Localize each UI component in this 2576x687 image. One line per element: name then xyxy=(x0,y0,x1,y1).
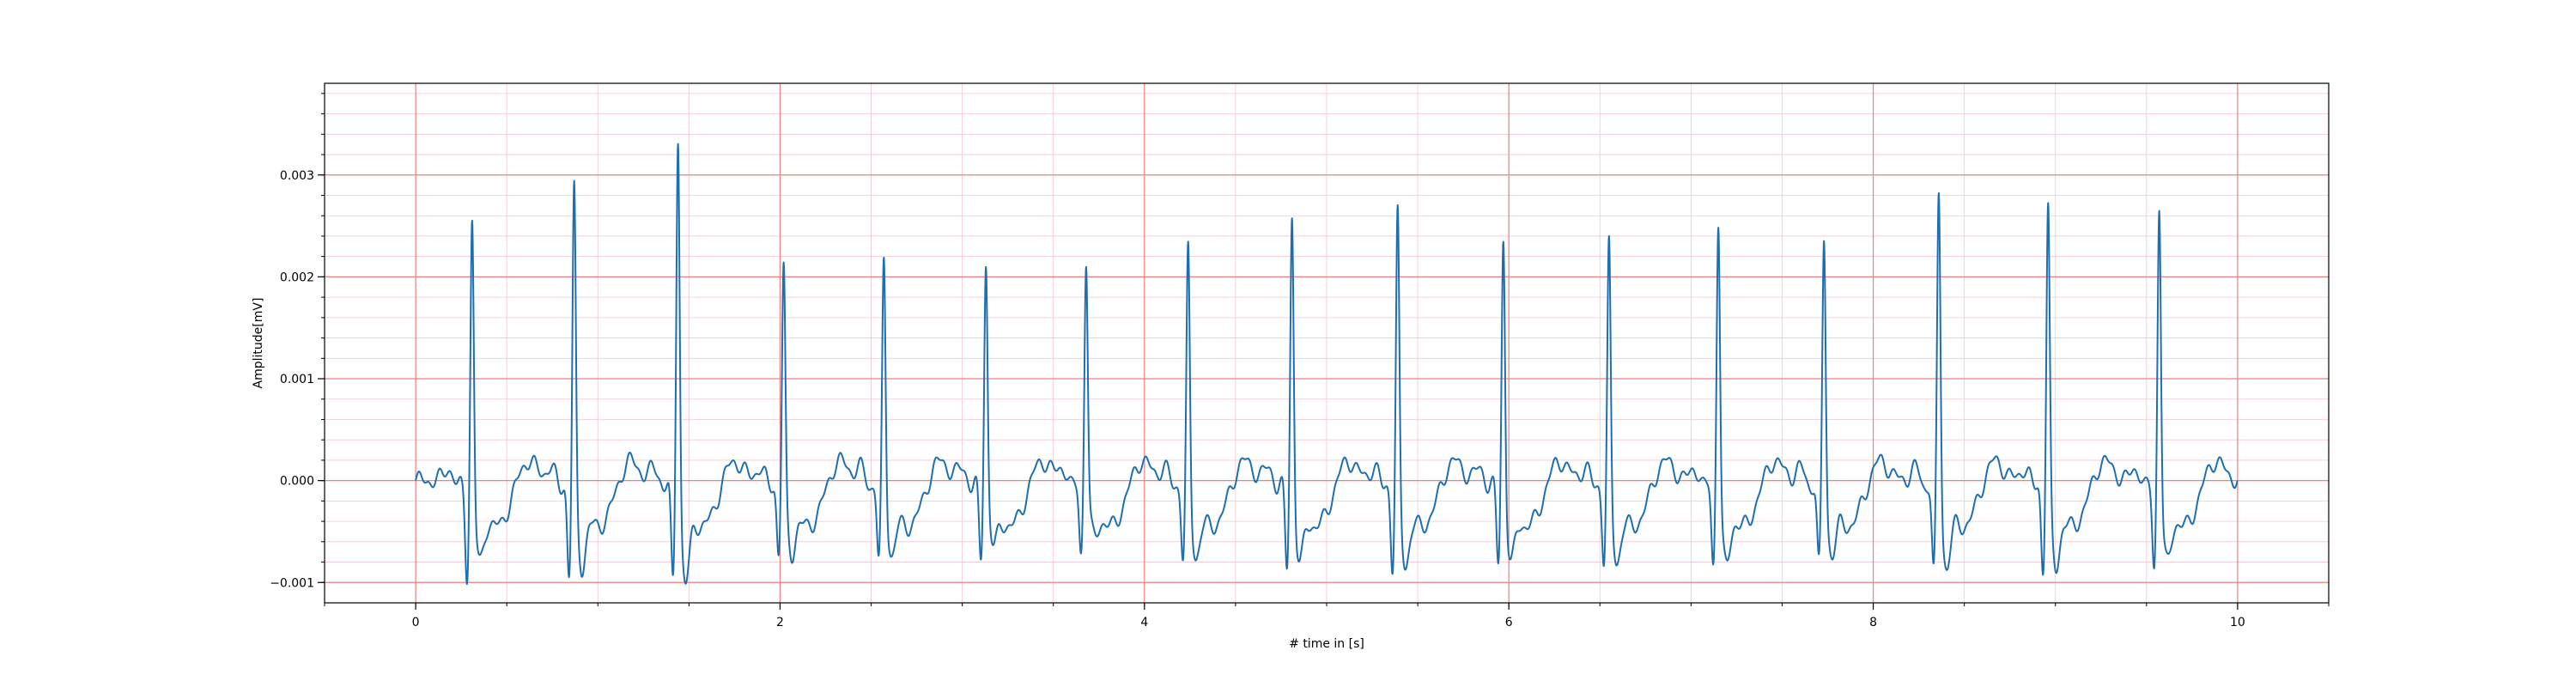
y-axis-label: Amplitude[mV] xyxy=(252,298,265,389)
x-axis-label: # time in [s] xyxy=(1289,637,1364,651)
x-tick-label: 6 xyxy=(1505,616,1513,629)
y-tick-label: 0.000 xyxy=(280,475,314,489)
x-axis: 0 2 4 6 8 10 xyxy=(324,603,2330,629)
x-tick-label: 0 xyxy=(412,616,420,629)
major-grid xyxy=(325,83,2329,603)
series-group xyxy=(415,143,2239,586)
y-tick-label: 0.003 xyxy=(280,169,314,183)
y-tick-label: −0.001 xyxy=(270,576,314,590)
y-tick-label: 0.001 xyxy=(280,373,314,386)
y-axis: −0.001 0.000 0.001 0.002 0.003 xyxy=(270,93,325,590)
x-tick-label: 8 xyxy=(1869,616,1877,629)
x-tick-label: 2 xyxy=(776,616,784,629)
ecg-series-line xyxy=(415,143,2239,586)
x-tick-label: 4 xyxy=(1140,616,1148,629)
x-tick-label: 10 xyxy=(2230,616,2245,629)
y-tick-label: 0.002 xyxy=(280,271,314,284)
